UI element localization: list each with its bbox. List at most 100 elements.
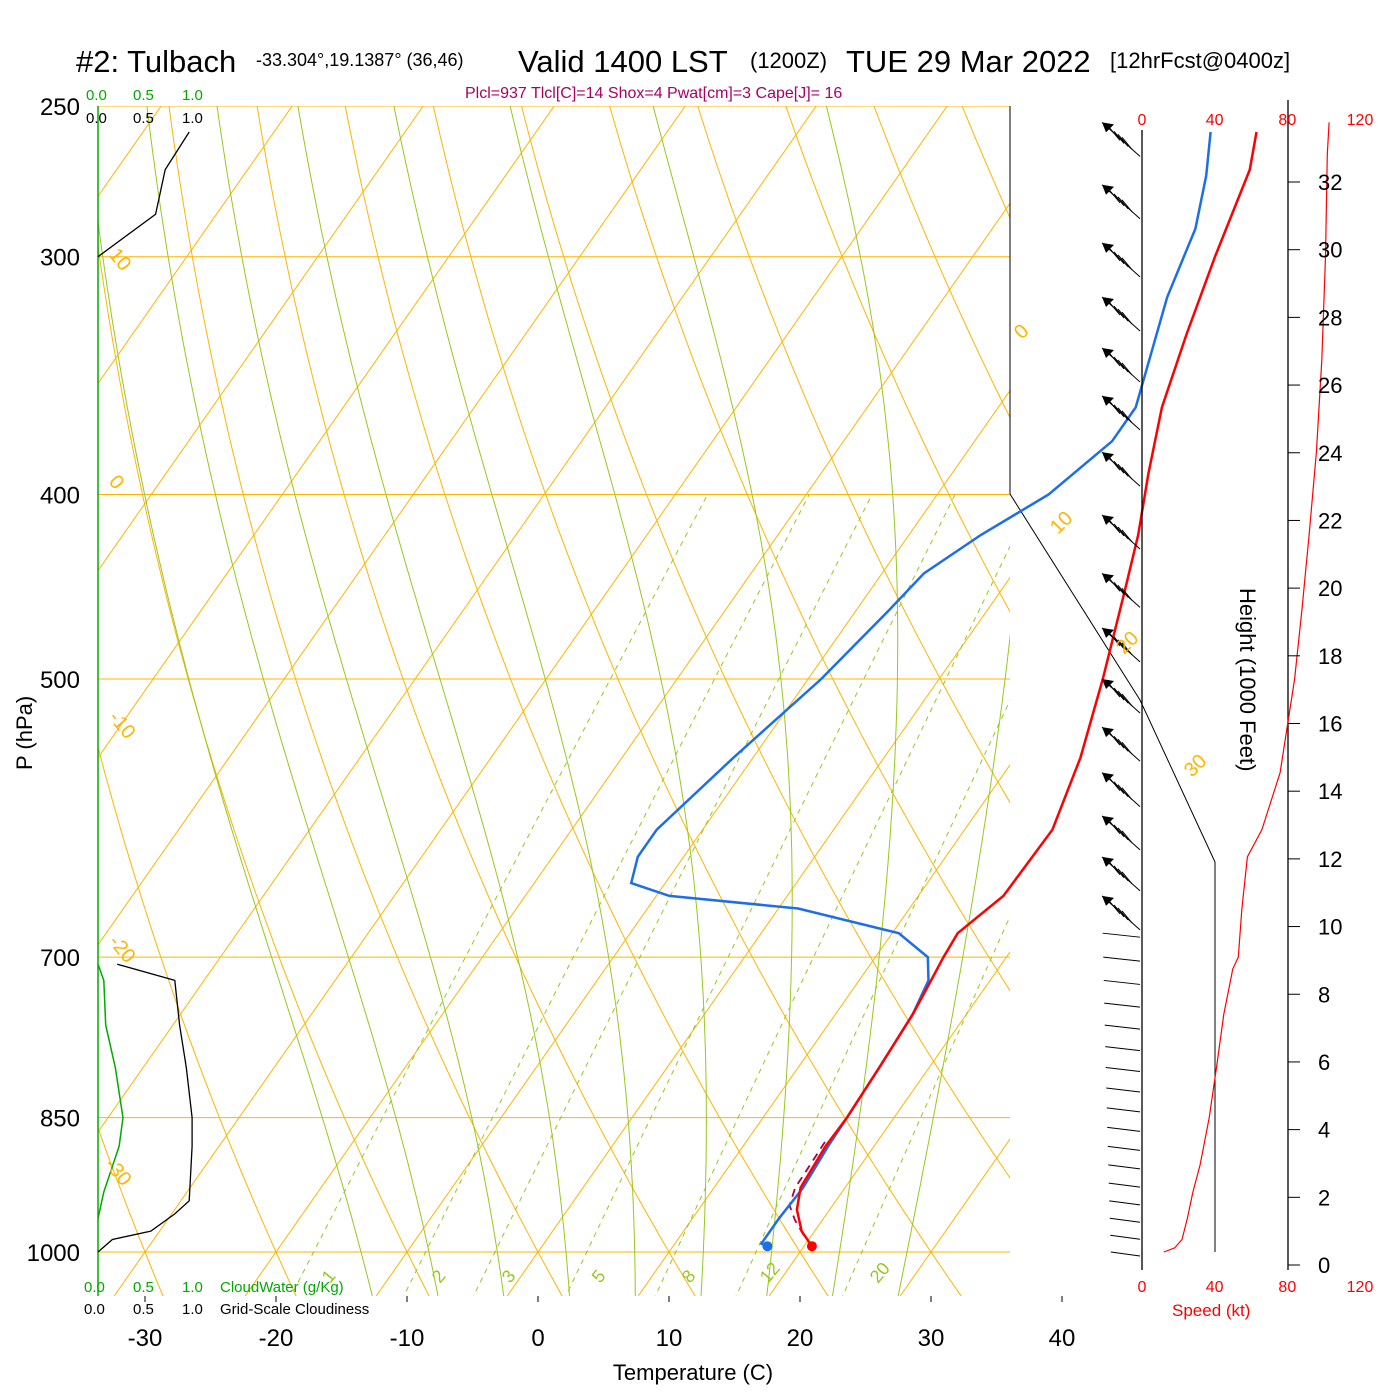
dry-adiabat (1036, 72, 1400, 1300)
zulu-time: (1200Z) (750, 48, 827, 73)
wind-barb-flag (1117, 907, 1129, 921)
isotherm-line (1293, 106, 1400, 1296)
height-tick-label: 22 (1318, 508, 1342, 533)
pressure-tick-label: 250 (40, 94, 80, 121)
mixing-ratio-label: 2 (428, 1266, 450, 1287)
wind-barb (1101, 514, 1141, 550)
wind-barb-shaft (1105, 1046, 1141, 1052)
wind-barb-shaft (1103, 979, 1141, 985)
wind-barb-flag (1121, 910, 1133, 924)
wind-barb-flag (1113, 523, 1125, 537)
dry-adiabat (168, 106, 563, 1296)
station-coords: -33.304°,19.1387° (36,46) (256, 50, 464, 70)
cloudwater-label: CloudWater (g/Kg) (220, 1279, 344, 1296)
isotherm-label: 0 (104, 471, 128, 494)
moist-adiabat (98, 217, 373, 1296)
speed-tick-label-top: 0 (1138, 112, 1147, 129)
isotherm-label: 0 (1010, 320, 1033, 343)
pressure-tick-label: 700 (40, 945, 80, 972)
wind-barb-flag (1113, 193, 1125, 207)
wind-barb-flag (1117, 784, 1129, 798)
cloudwater-bottom-05: 0.5 (133, 1279, 154, 1296)
pressure-tick-label: 500 (40, 667, 80, 694)
wind-barb-pennant (1102, 297, 1114, 308)
wind-barb-shaft (1102, 932, 1141, 938)
speed-tick-label-top: 120 (1347, 112, 1374, 129)
wind-barb (1101, 856, 1141, 892)
wind-barb (1103, 956, 1141, 962)
surface-temperature-dot (806, 1241, 817, 1252)
isotherm-label: 20 (1112, 627, 1143, 658)
wind-barb (1101, 572, 1141, 608)
wind-barb-flag (1117, 585, 1129, 598)
dry-adiabat (1123, 72, 1400, 1300)
wind-barb-pennant (1102, 772, 1114, 783)
wind-barb (1110, 1234, 1141, 1240)
wind-barb-flag (1109, 353, 1121, 367)
isotherm-line (375, 389, 1010, 1296)
speed-tick-label-top: 80 (1278, 112, 1296, 129)
height-tick-label: 4 (1318, 1118, 1330, 1143)
wind-barb-shaft (1106, 1107, 1141, 1113)
dry-adiabat (1384, 72, 1400, 1300)
wind-barb-flag (1109, 732, 1121, 746)
cloudwater-bottom-0: 0.0 (84, 1279, 105, 1296)
wind-barb (1101, 242, 1141, 278)
cloudwater-scale-bottom: 0.0 0.5 1.0 CloudWater (g/Kg) 0.0 0.5 1.… (84, 1279, 369, 1318)
cloudwater-scale-05: 0.5 (133, 87, 154, 104)
temperature-tick-label: 20 (787, 1325, 814, 1352)
isotherm-line (98, 106, 293, 385)
wind-barb (1106, 1087, 1141, 1093)
wind-barb-pennant (1102, 452, 1114, 463)
isotherm-line (637, 763, 1010, 1296)
height-tick-label: 16 (1318, 712, 1342, 737)
wind-barb-flag (1113, 687, 1125, 701)
wind-barb-flag (1117, 407, 1129, 421)
wind-barb (1101, 772, 1141, 808)
wind-barb-flag (1121, 693, 1133, 707)
wind-barb (1103, 979, 1141, 985)
wind-barb-flag (1117, 308, 1129, 322)
wind-barb-flag (1117, 359, 1129, 373)
wind-barb-pennant (1102, 242, 1114, 253)
valid-time: Valid 1400 LST (518, 44, 728, 79)
cloudiness-label: Grid-Scale Cloudiness (220, 1301, 369, 1318)
wind-barb-pennant (1102, 573, 1114, 584)
moist-adiabat (825, 106, 899, 1296)
wind-barb (1104, 1024, 1141, 1030)
wind-barb-flag (1121, 137, 1133, 150)
cloudwater-scale-top: 0.0 0.5 1.0 0.0 0.5 1.0 (86, 87, 203, 127)
cloudwater-scale-0: 0.0 (86, 87, 107, 104)
temperature-axis-title: Temperature (C) (613, 1360, 773, 1385)
wind-barb-flag (1121, 311, 1133, 325)
temperature-tick-label: -30 (128, 1325, 163, 1352)
wind-barb-flag (1109, 633, 1121, 647)
wind-barb-flag (1109, 401, 1121, 415)
wind-barb-flag (1109, 457, 1121, 471)
thermodynamic-grid (98, 72, 1400, 1300)
moist-adiabat (897, 633, 1010, 1296)
wind-barb-flag (1121, 199, 1133, 213)
mixing-ratio-label: 12 (756, 1258, 784, 1286)
wind-barb (1101, 451, 1141, 487)
wind-barb-pennant (1102, 727, 1114, 738)
cloudiness-bottom-1: 1.0 (182, 1301, 203, 1318)
height-tick-label: 18 (1318, 644, 1342, 669)
pressure-tick-label: 1000 (27, 1240, 80, 1267)
dry-adiabat (98, 242, 430, 1296)
height-tick-label: 8 (1318, 982, 1330, 1007)
wind-barb (1107, 1145, 1141, 1151)
wind-barb-flag (1113, 356, 1125, 370)
temperature-trace (795, 131, 1258, 1247)
wind-barb (1107, 1126, 1141, 1132)
wind-barb-flag (1113, 404, 1125, 418)
wind-barb (1108, 1182, 1141, 1188)
wind-barb-flag (1117, 134, 1129, 147)
wind-barb (1110, 1251, 1141, 1257)
dry-adiabat (1297, 72, 1400, 1300)
wind-barb-pennant (1102, 122, 1114, 133)
wind-barb-flag (1121, 588, 1133, 601)
isotherm-label: -10 (104, 707, 139, 743)
isotherm-line (98, 106, 555, 759)
